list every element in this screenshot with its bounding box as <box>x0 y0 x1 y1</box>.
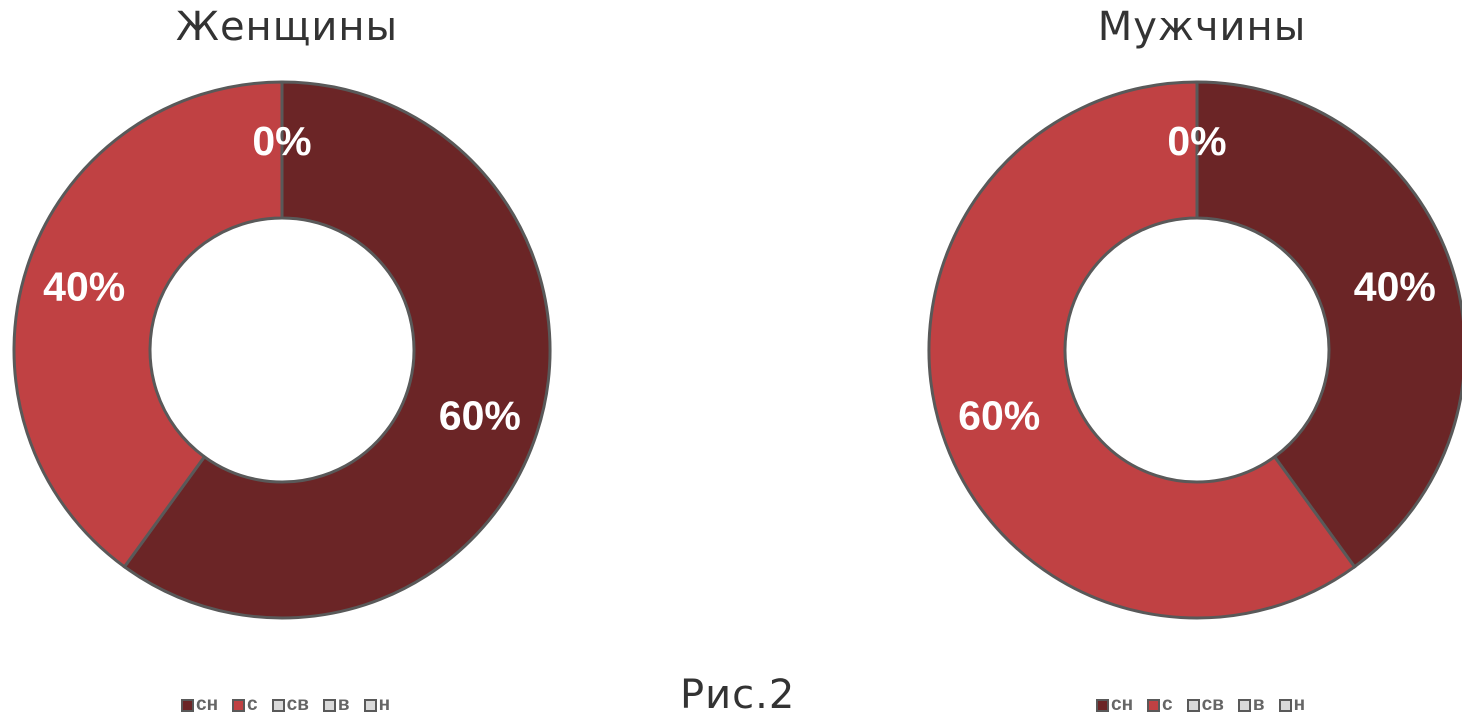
legend-item-sn: сн <box>1096 694 1133 716</box>
legend-label: с <box>247 694 258 715</box>
legend-item-sv: св <box>271 694 309 716</box>
legend-swatch <box>1096 698 1109 712</box>
legend-swatch <box>1147 698 1161 712</box>
legend-label: н <box>1293 694 1306 715</box>
donut-slice-1 <box>927 80 1357 620</box>
donut-slice-1 <box>12 80 284 569</box>
legend-label: в <box>337 694 350 715</box>
figure-caption: Рис.2 <box>680 672 796 718</box>
donut-chart-men: 40% 60% 0% <box>927 80 1462 620</box>
legend-label: с <box>1162 694 1173 715</box>
legend-women: сн с св в н <box>181 694 390 716</box>
legend-label: сн <box>1111 694 1134 715</box>
legend-label: сн <box>196 694 219 715</box>
chart-title-men: Мужчины <box>1097 4 1307 50</box>
legend-item-sv: св <box>1186 694 1224 716</box>
legend-men: сн с св в н <box>1096 694 1305 716</box>
legend-item-s: с <box>1147 694 1173 716</box>
donut-chart-women: 60% 40% 0% <box>12 80 552 620</box>
chart-title-women: Женщины <box>175 4 399 50</box>
donut-slice-0 <box>1195 80 1462 569</box>
legend-item-s: с <box>232 694 258 716</box>
legend-item-v: в <box>1237 694 1265 716</box>
legend-swatch <box>1278 698 1292 712</box>
legend-swatch <box>1237 698 1251 712</box>
legend-item-n: н <box>1278 694 1306 716</box>
legend-swatch <box>271 698 285 712</box>
legend-label: в <box>1252 694 1265 715</box>
legend-swatch <box>363 698 377 712</box>
data-label: 0% <box>1167 118 1226 164</box>
legend-label: н <box>378 694 391 715</box>
legend-item-v: в <box>322 694 350 716</box>
legend-swatch <box>181 698 194 712</box>
legend-label: св <box>286 694 309 715</box>
legend-swatch <box>232 698 246 712</box>
data-label: 60% <box>958 392 1040 438</box>
data-label: 40% <box>1354 264 1436 310</box>
legend-swatch <box>1186 698 1200 712</box>
data-label: 0% <box>252 118 311 164</box>
legend-item-n: н <box>363 694 391 716</box>
data-label: 60% <box>439 392 521 438</box>
donut-slice-0 <box>122 80 552 620</box>
legend-label: св <box>1201 694 1224 715</box>
legend-swatch <box>322 698 336 712</box>
legend-item-sn: сн <box>181 694 218 716</box>
data-label: 40% <box>43 264 125 310</box>
